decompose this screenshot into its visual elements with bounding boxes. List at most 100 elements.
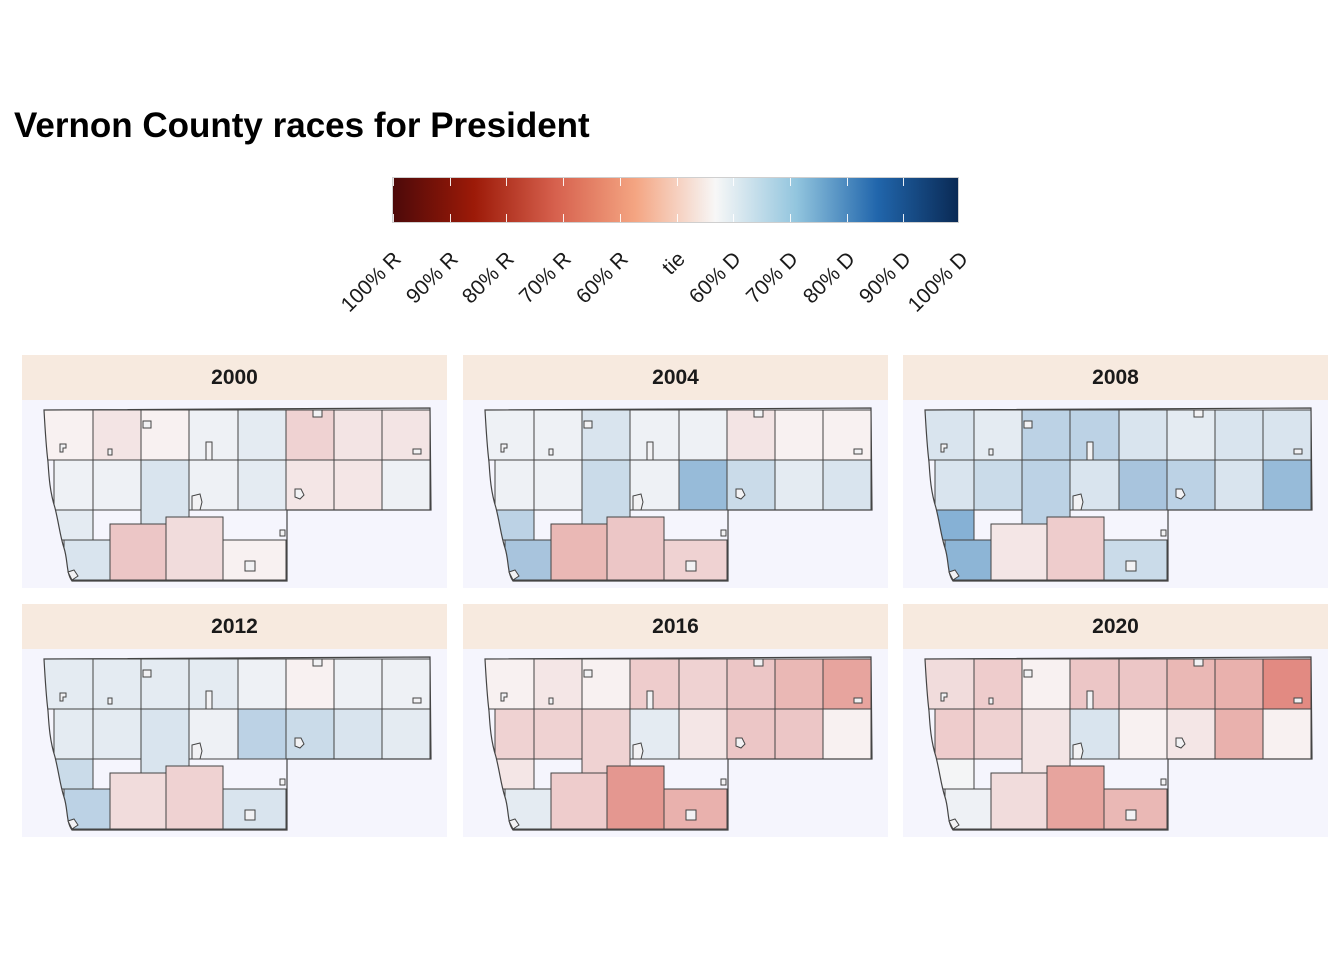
municipality-8 (1125, 809, 1137, 821)
township-3 (1069, 658, 1120, 710)
municipality-10 (720, 778, 727, 786)
township-13 (726, 708, 776, 760)
township-3 (188, 409, 239, 461)
township-12 (678, 708, 728, 760)
township-5 (285, 409, 335, 461)
municipality-10 (720, 529, 727, 537)
township-7 (381, 658, 431, 710)
township-18 (165, 516, 224, 581)
municipality-0 (59, 443, 67, 453)
municipality-5 (853, 697, 863, 704)
municipality-4 (753, 409, 764, 418)
municipality-9 (948, 818, 960, 830)
municipality-5 (853, 448, 863, 455)
township-3 (188, 658, 239, 710)
municipality-3 (1086, 441, 1094, 461)
scale-tick (903, 214, 905, 222)
township-1 (533, 658, 583, 710)
municipality-1 (548, 448, 554, 456)
municipality-10 (279, 778, 286, 786)
township-13 (1166, 708, 1216, 760)
scale-tick (789, 178, 791, 186)
township-2 (1021, 409, 1071, 461)
township-8 (53, 708, 94, 760)
township-2 (140, 409, 190, 461)
color-scale-bar (392, 177, 959, 223)
township-20 (53, 509, 94, 541)
municipality-6 (735, 737, 746, 749)
scale-tick (846, 178, 848, 186)
municipality-5 (412, 697, 422, 704)
township-0 (44, 409, 94, 461)
township-20 (494, 758, 535, 790)
township-1 (973, 658, 1023, 710)
township-19 (1103, 539, 1168, 581)
panel-year-label: 2020 (903, 604, 1328, 649)
municipality-6 (735, 488, 746, 500)
map-panel-2016: 2016 (463, 604, 888, 837)
township-20 (934, 758, 975, 790)
township-14 (1214, 708, 1264, 760)
municipality-1 (548, 697, 554, 705)
scale-label: 70% D (741, 247, 803, 309)
township-6 (774, 658, 824, 710)
scale-tick (619, 178, 621, 186)
township-7 (1262, 409, 1312, 461)
scale-label: 80% R (458, 247, 520, 309)
township-14 (774, 708, 824, 760)
township-7 (381, 409, 431, 461)
township-17 (550, 772, 608, 830)
municipality-3 (205, 441, 213, 461)
municipality-6 (1175, 737, 1186, 749)
scale-tick (449, 178, 451, 186)
municipality-8 (685, 560, 697, 572)
township-8 (934, 708, 975, 760)
panel-year-label: 2016 (463, 604, 888, 649)
scale-tick (506, 178, 508, 186)
township-20 (53, 758, 94, 790)
municipality-8 (244, 560, 256, 572)
municipality-0 (500, 692, 508, 702)
municipality-1 (107, 448, 113, 456)
township-18 (606, 765, 665, 830)
municipality-7 (632, 742, 644, 760)
map-panel-2008: 2008 (903, 355, 1328, 588)
township-1 (92, 658, 142, 710)
township-4 (1118, 658, 1168, 710)
county-map (484, 407, 873, 582)
municipality-8 (1125, 560, 1137, 572)
township-19 (663, 539, 728, 581)
municipality-3 (1086, 690, 1094, 710)
township-5 (285, 658, 335, 710)
township-7 (1262, 658, 1312, 710)
scale-tick (903, 178, 905, 186)
municipality-1 (107, 697, 113, 705)
township-3 (1069, 409, 1120, 461)
township-20 (494, 509, 535, 541)
municipality-9 (67, 818, 79, 830)
township-0 (485, 658, 535, 710)
scale-tick (393, 214, 394, 222)
township-4 (678, 658, 728, 710)
municipality-7 (632, 493, 644, 511)
township-6 (333, 409, 383, 461)
municipality-0 (59, 692, 67, 702)
township-14 (333, 459, 383, 511)
township-15 (381, 459, 431, 511)
township-18 (606, 516, 665, 581)
township-4 (237, 658, 287, 710)
township-15 (1262, 459, 1312, 511)
scale-tick (449, 214, 451, 222)
municipality-9 (67, 569, 79, 581)
scale-label: 60% D (685, 247, 746, 309)
municipality-9 (508, 569, 520, 581)
township-7 (822, 658, 872, 710)
scale-label: tie (657, 247, 690, 280)
township-6 (774, 409, 824, 461)
township-3 (629, 658, 680, 710)
township-9 (92, 708, 142, 760)
municipality-7 (1072, 742, 1084, 760)
township-15 (381, 708, 431, 760)
municipality-6 (294, 737, 305, 749)
township-12 (237, 708, 287, 760)
